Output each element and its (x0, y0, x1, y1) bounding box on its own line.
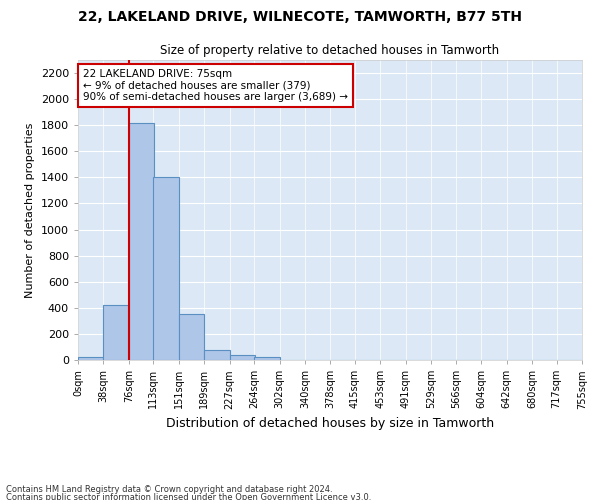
Bar (230, 356, 255, 360)
Bar (204, 350, 230, 360)
Text: Contains HM Land Registry data © Crown copyright and database right 2024.: Contains HM Land Registry data © Crown c… (6, 486, 332, 494)
X-axis label: Distribution of detached houses by size in Tamworth: Distribution of detached houses by size … (166, 417, 494, 430)
Text: 22, LAKELAND DRIVE, WILNECOTE, TAMWORTH, B77 5TH: 22, LAKELAND DRIVE, WILNECOTE, TAMWORTH,… (78, 10, 522, 24)
Text: 22 LAKELAND DRIVE: 75sqm
← 9% of detached houses are smaller (379)
90% of semi-d: 22 LAKELAND DRIVE: 75sqm ← 9% of detache… (83, 69, 348, 102)
Bar (154, 178, 179, 360)
Y-axis label: Number of detached properties: Number of detached properties (25, 122, 35, 298)
Bar (78, 358, 103, 360)
Bar (254, 358, 280, 360)
Bar (129, 122, 154, 360)
Bar (179, 314, 204, 360)
Bar (103, 305, 129, 360)
Title: Size of property relative to detached houses in Tamworth: Size of property relative to detached ho… (160, 44, 500, 58)
Text: Contains public sector information licensed under the Open Government Licence v3: Contains public sector information licen… (6, 492, 371, 500)
